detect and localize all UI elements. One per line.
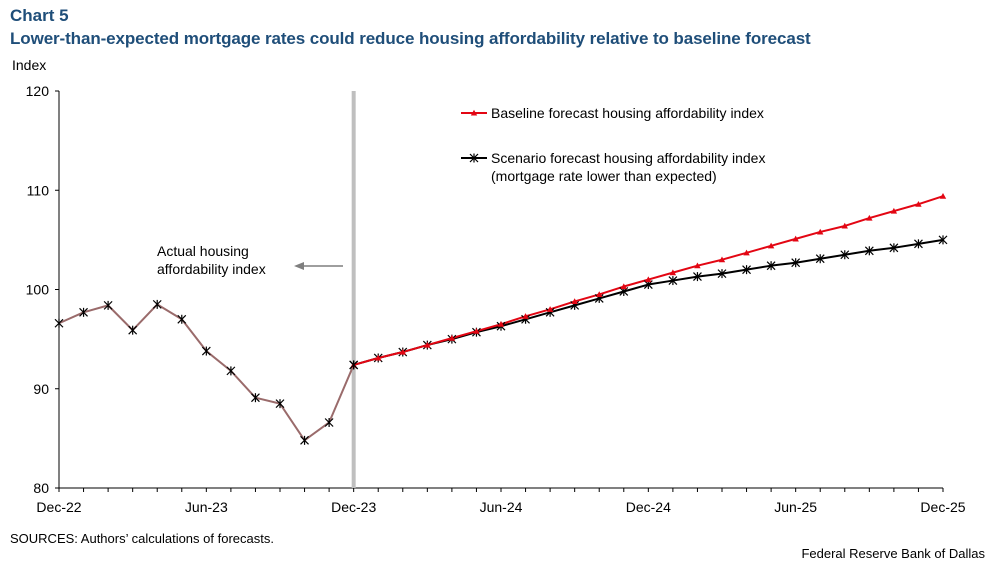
baseline-data-point [522,313,529,319]
annotation-label-line1: Actual housing [157,243,249,259]
scenario-data-point [693,272,702,282]
x-tick-label: Jun-25 [774,499,817,515]
baseline-data-point [669,269,677,276]
actual-data-point [177,314,187,324]
baseline-data-point [817,228,824,235]
baseline-data-point [620,283,627,290]
actual-data-point [201,346,211,356]
baseline-data-point [694,262,701,269]
chart-subtitle: Lower-than-expected mortgage rates could… [10,29,811,48]
scenario-data-point [840,250,850,260]
legend-baseline-marker [470,109,478,116]
legend-baseline-label: Baseline forecast housing affordability … [491,105,764,121]
legend-scenario-label-line2: (mortgage rate lower than expected) [491,168,717,184]
scenario-data-point [864,246,874,256]
credit-line: Federal Reserve Bank of Dallas [801,546,985,561]
baseline-data-point [546,306,554,312]
scenario-data-point [791,258,801,268]
legend-scenario-label: Scenario forecast housing affordability … [491,150,765,166]
actual-data-point [300,435,309,445]
legend: Baseline forecast housing affordability … [461,105,765,184]
y-tick-label: 90 [33,381,49,397]
annotation-label-line2: affordability index [157,261,266,277]
chart-title: Chart 5 [10,6,69,25]
actual-data-point [103,300,113,310]
baseline-data-point [596,291,603,298]
scenario-data-point [815,254,825,264]
x-tick-label: Dec-24 [626,499,671,515]
source-note: SOURCES: Authors’ calculations of foreca… [10,531,274,546]
scenario-series-line [353,238,944,366]
scenario-data-point [668,276,678,286]
actual-data-point [251,393,260,403]
scenario-data-point [914,239,923,249]
x-tick-label: Dec-23 [331,499,376,515]
baseline-data-point [399,348,406,355]
baseline-data-point [424,341,431,348]
series-markers [54,193,948,445]
actual-data-point [324,417,334,427]
scenario-data-point [889,243,899,253]
baseline-data-point [375,354,382,361]
actual-data-point [152,299,162,309]
baseline-data-point [841,222,848,229]
scenario-data-point [717,269,727,279]
baseline-data-point [497,321,505,327]
actual-data-point [226,366,236,376]
baseline-data-point [890,207,898,214]
x-tick-label: Dec-25 [920,499,965,515]
baseline-data-point [767,242,775,249]
y-tick-label: 110 [27,182,50,198]
x-tick-label: Jun-23 [185,499,228,515]
legend-scenario-marker [469,153,479,163]
y-axis-label: Index [12,57,46,73]
baseline-data-point [743,249,750,256]
baseline-data-point [718,256,726,263]
y-tick-label: 120 [26,83,50,99]
axis-labels: 80 90 100 110 120 Index Dec-22 Jun-23 Dec-23 Jun-… [12,57,966,515]
y-tick-label: 100 [26,282,50,298]
actual-series-line [58,303,355,442]
baseline-data-point [571,298,578,304]
baseline-data-point [448,334,456,341]
actual-data-point [79,307,88,317]
baseline-data-point [939,193,947,199]
x-tick-label: Dec-22 [36,499,81,515]
annotation: Actual housing affordability index [157,243,343,277]
y-tick-label: 80 [33,480,49,496]
scenario-data-point [766,261,776,271]
baseline-data-point [915,200,922,207]
actual-data-point [349,360,359,370]
baseline-data-point [645,276,652,283]
axes [55,90,944,492]
actual-data-point [54,318,64,328]
x-tick-label: Jun-24 [480,499,523,515]
baseline-data-point [866,214,873,221]
actual-data-point [275,399,285,409]
scenario-data-point [938,235,948,245]
series-lines [58,195,944,442]
scenario-data-point [742,265,751,275]
baseline-data-point [473,327,480,334]
baseline-data-point [792,235,799,242]
annotation-arrow-head [294,262,304,270]
actual-data-point [128,325,138,335]
